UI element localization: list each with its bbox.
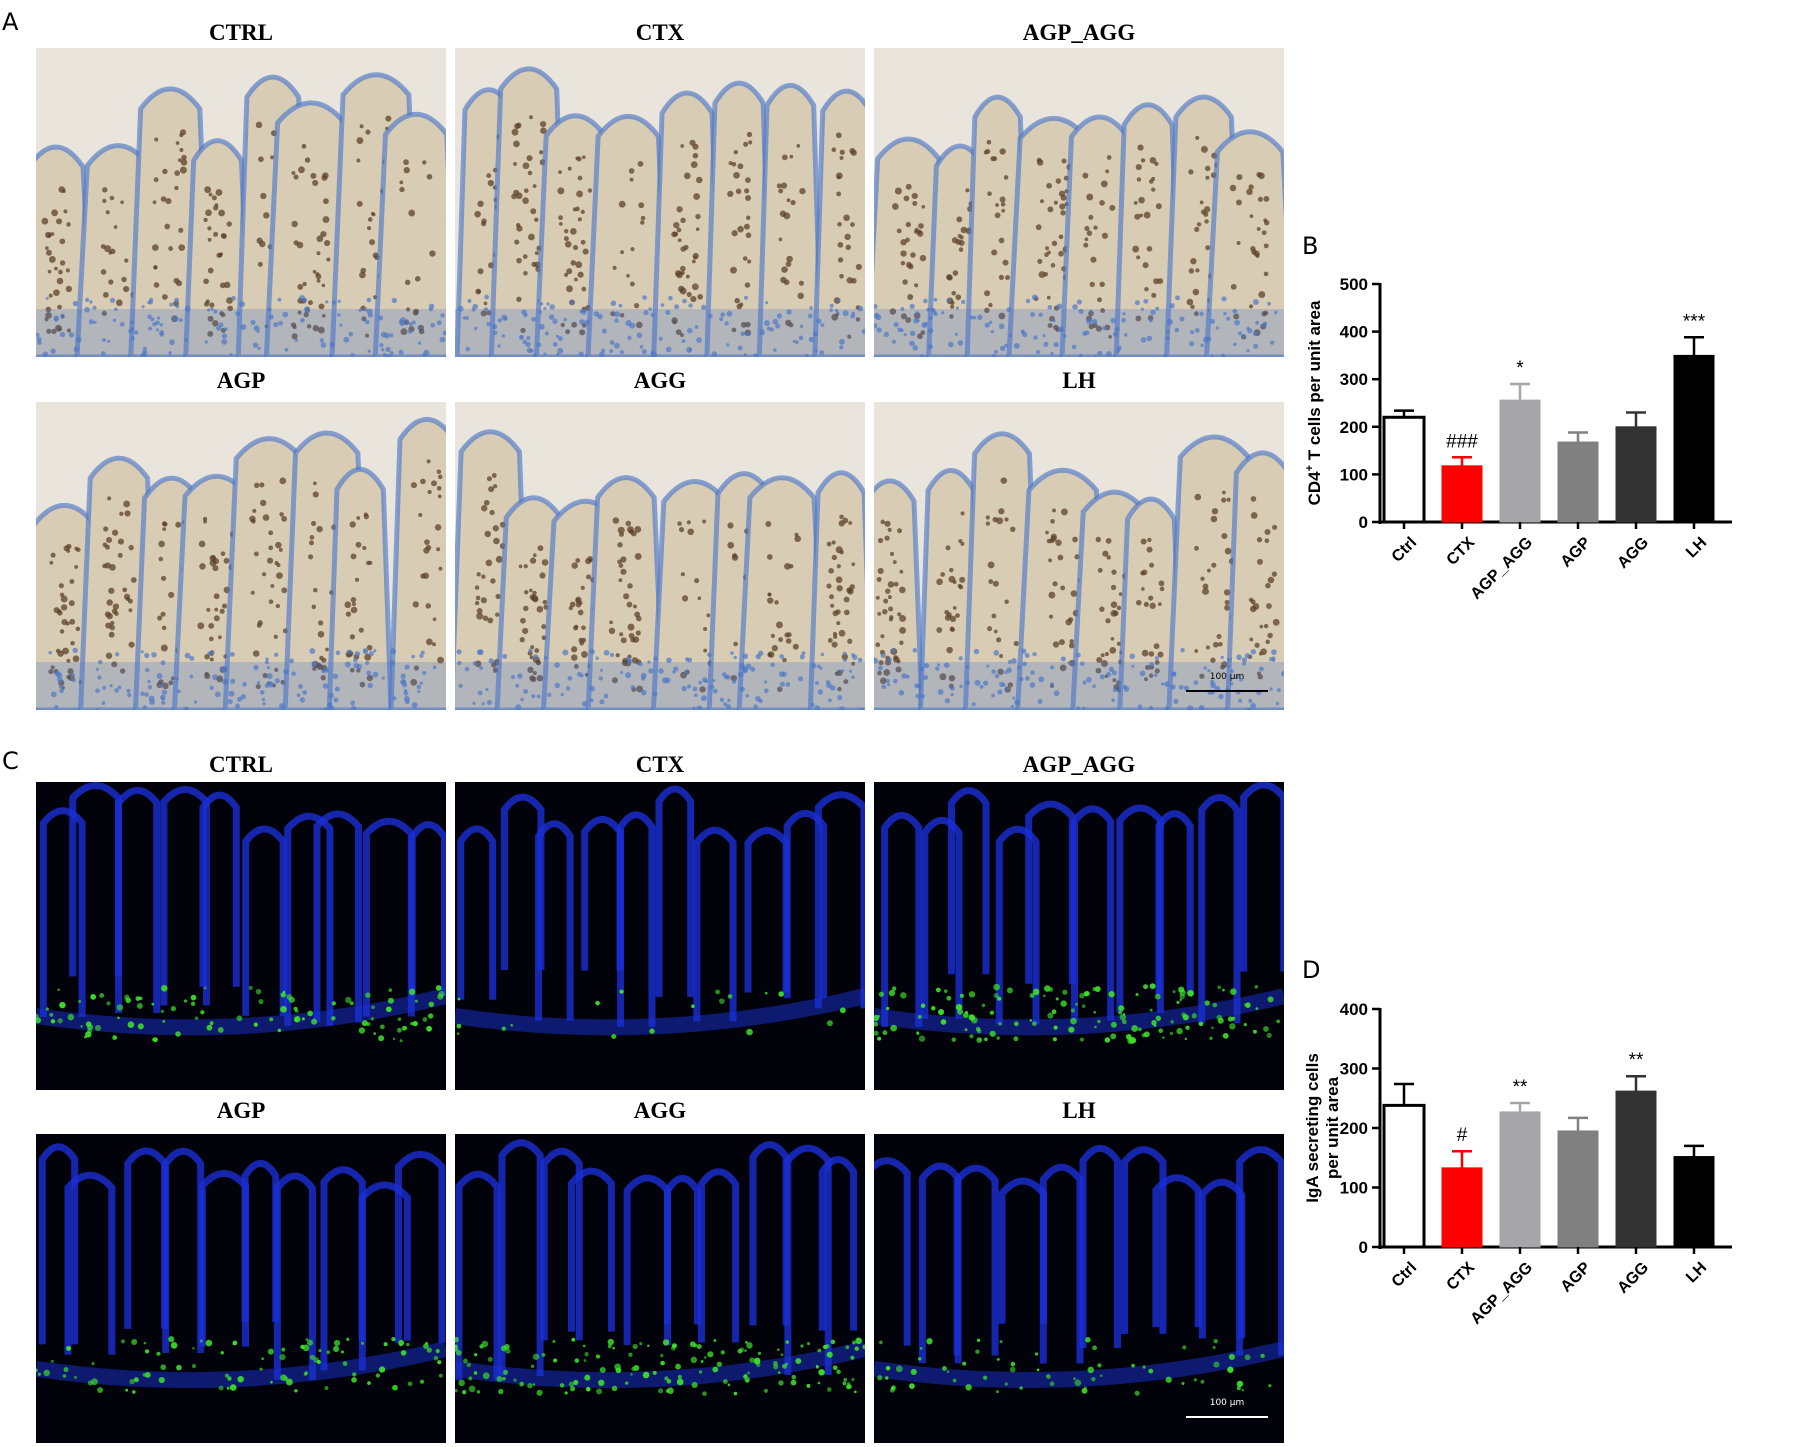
bar-ctrl [1382,415,1426,524]
y-tick-label: 300 [1340,1060,1368,1079]
panel-c-fluorescence-agg [455,1134,865,1443]
bar-agp-agg [1499,399,1541,523]
bar-lh [1673,1156,1715,1248]
x-tick-label: Ctrl [1389,1259,1421,1291]
y-tick-label: 0 [1359,1238,1368,1257]
panel-label-d: D [1302,956,1321,984]
bar-agp-agg [1499,1111,1541,1248]
y-tick-label: 500 [1340,275,1368,294]
panel-a-title-lh: LH [1062,368,1096,393]
x-tick-label: AGP [1558,534,1595,571]
x-tick-label: AGP_AGG [1468,534,1537,603]
x-tick-label: CTX [1444,1259,1479,1294]
panel-c-scale-bar-label: 100 μm [1209,1398,1245,1408]
panel-c-fluorescence-agp [36,1134,446,1443]
panel-b-bar-chart: 0 100 200 300 400 500 CD4+ T cells per unit ar… [1300,270,1807,630]
y-tick-label: 400 [1340,1000,1368,1019]
x-tick-label: AGG [1614,1259,1652,1297]
panel-c-title-lh: LH [1062,1098,1096,1123]
panel-c-fluorescence-ctrl [36,782,446,1090]
panel-c-fluorescence-agp-agg [874,782,1284,1090]
panel-a-title-agp-agg: AGP_AGG [1022,20,1136,45]
panel-a-micrograph-agp-agg [874,48,1284,357]
panel-d-bar-chart: 0 100 200 300 400 IgA secreting cells per unit… [1300,995,1807,1355]
y-tick-label: 0 [1359,513,1368,532]
panel-a-title-agg: AGG [633,368,687,393]
bar-lh [1673,354,1715,523]
panel-a-scale-bar-label: 100 μm [1209,672,1245,682]
bar-ctx [1441,465,1483,523]
panel-a-scale-bar-line [1186,690,1268,692]
x-tick-label: LH [1683,534,1710,561]
panel-a-title-ctrl: CTRL [209,20,273,45]
panel-a-micrograph-lh [874,402,1284,710]
y-tick-label: 400 [1340,323,1368,342]
x-tick-label: Ctrl [1389,534,1421,566]
y-tick-label: 200 [1340,418,1368,437]
significance-label: ** [1629,1050,1644,1071]
x-tick-label: AGP_AGG [1468,1259,1537,1328]
y-axis-label: CD4+ T cells per unit area [1304,300,1324,505]
panel-a-micrograph-ctrl [36,48,446,357]
significance-label: # [1457,1125,1468,1146]
panel-label-b: B [1302,232,1319,260]
y-tick-label: 100 [1340,465,1368,484]
x-tick-label: AGP [1558,1259,1595,1296]
panel-c-title-agp: AGP [216,1098,266,1123]
y-axis-label-line2: per unit area [1323,1076,1342,1179]
panel-a-scale-bar: 100 μm [1186,672,1268,692]
y-tick-label: 300 [1340,370,1368,389]
bar-ctrl [1382,1103,1426,1249]
panel-a-micrograph-ctx [455,48,865,357]
panel-c-title-ctx: CTX [635,752,685,777]
y-tick-label: 200 [1340,1119,1368,1138]
y-tick-label: 100 [1340,1179,1368,1198]
bar-agg [1615,426,1657,523]
panel-c-fluorescence-lh [874,1134,1284,1443]
x-tick-label: CTX [1444,534,1479,569]
x-tick-label: AGG [1614,534,1652,572]
significance-label: * [1516,358,1524,379]
panel-a-title-ctx: CTX [635,20,685,45]
panel-c-title-agp-agg: AGP_AGG [1022,752,1136,777]
significance-label: ### [1446,431,1478,452]
panel-c-scale-bar: 100 μm [1186,1398,1268,1418]
panel-c-fluorescence-ctx [455,782,865,1090]
panel-label-c: C [2,747,19,775]
bar-agp [1557,1130,1599,1248]
significance-label: *** [1683,311,1706,332]
panel-a-micrograph-agp [36,402,446,710]
significance-label: ** [1513,1077,1528,1098]
panel-a-title-agp: AGP [216,368,266,393]
bar-agg [1615,1090,1657,1248]
bar-agp [1557,441,1599,523]
bar-chart-svg: 0 100 200 300 400 IgA secreting cells per unit… [1303,1000,1732,1328]
panel-c-title-ctrl: CTRL [209,752,273,777]
panel-c-scale-bar-line [1186,1416,1268,1418]
bar-ctx [1441,1167,1483,1248]
x-tick-label: LH [1683,1259,1710,1286]
bar-chart-svg: 0 100 200 300 400 500 CD4+ T cells per unit ar… [1304,275,1732,603]
panel-label-a: A [2,8,19,36]
panel-a-micrograph-agg [455,402,865,710]
y-axis-label-line1: IgA secreting cells [1303,1053,1322,1203]
panel-c-title-agg: AGG [633,1098,687,1123]
